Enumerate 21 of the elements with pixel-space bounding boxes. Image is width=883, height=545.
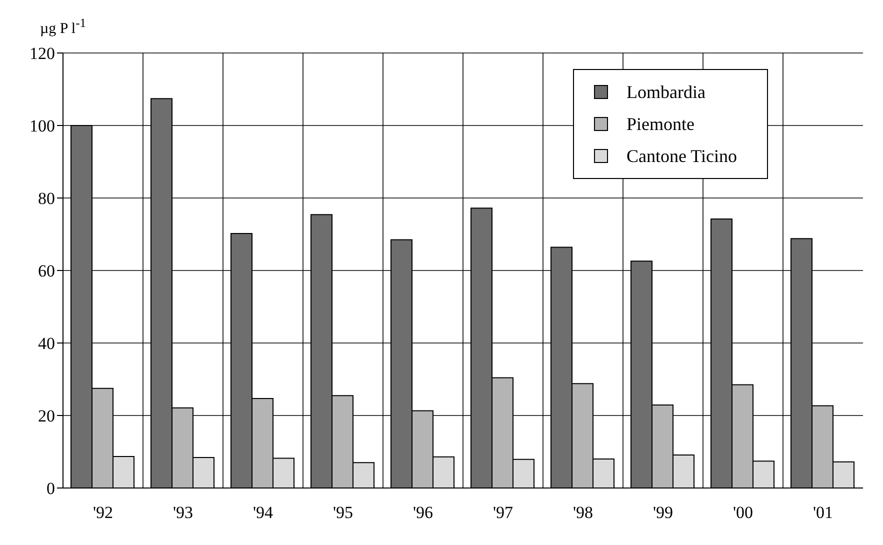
legend-label: Piemonte [626,113,694,136]
y-tick-label: 60 [38,262,55,281]
x-tick-label: '93 [172,503,194,522]
y-tick-label: 20 [38,406,55,426]
y-tick-label: 100 [30,116,55,136]
legend-label: Cantone Ticino [626,145,737,168]
x-tick-label: '94 [252,503,274,522]
x-tick-label: '95 [332,503,354,522]
y-tick-label: 40 [38,334,55,354]
y-tick-label: 80 [38,189,55,208]
x-tick-label: '96 [412,503,434,522]
x-tick-label: '99 [652,503,674,522]
y-tick-label: 0 [46,479,55,498]
x-tick-label: '98 [572,503,594,522]
legend-label: Lombardia [626,81,706,104]
x-tick-label: '00 [732,503,754,522]
x-tick-label: '01 [812,503,834,522]
x-tick-label: '92 [92,503,114,522]
y-tick-label: 120 [30,44,55,64]
y-axis-title: µg P l$^{-1}$ [40,16,86,38]
x-tick-label: '97 [492,503,514,522]
